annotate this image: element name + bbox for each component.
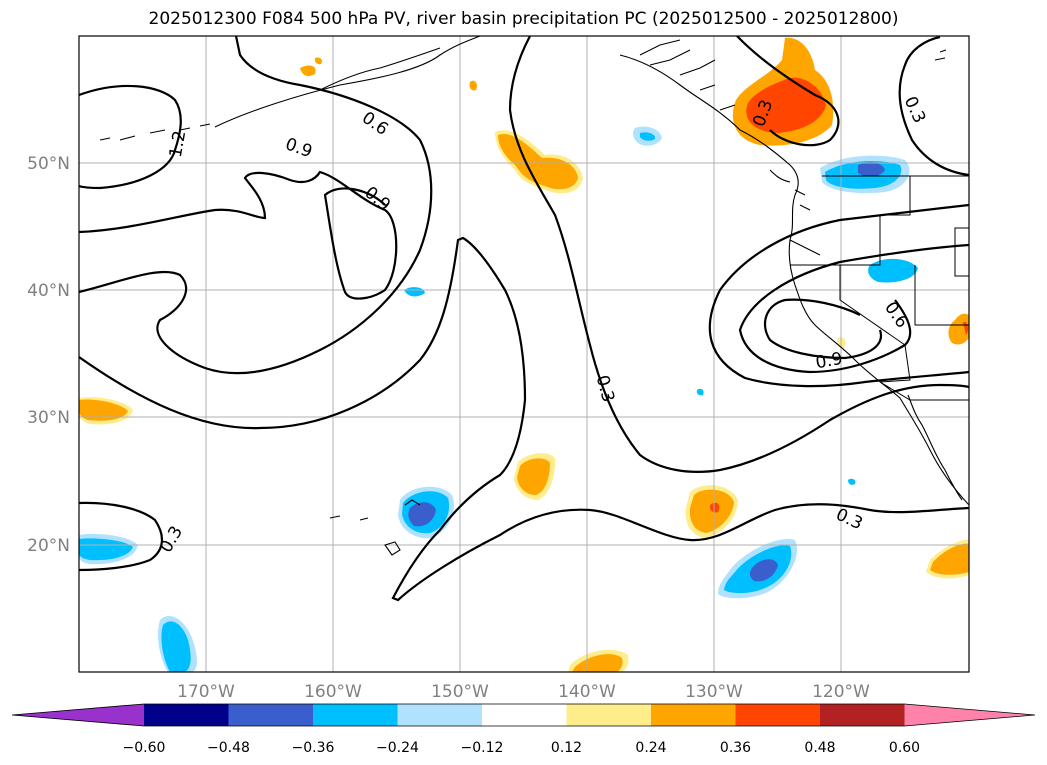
colorbar-tick-label: −0.60 (123, 740, 166, 756)
lat-label: 20°N (27, 536, 70, 556)
colorbar-tick-label: 0.24 (635, 740, 666, 756)
colorbar-segment (228, 704, 313, 726)
colorbar-tick-label: −0.36 (292, 740, 335, 756)
colorbar-tick-label: −0.48 (207, 740, 250, 756)
coastlines (99, 36, 969, 556)
contour-label: 1.2 (166, 129, 190, 159)
colorbar-tick-label: 0.60 (889, 740, 920, 756)
colorbar (11, 703, 1036, 727)
lon-label: 140°W (558, 682, 616, 702)
colorbar-segment (397, 704, 482, 726)
lon-label: 130°W (685, 682, 743, 702)
colorbar-segment (820, 704, 905, 726)
colorbar-tick-label: 0.48 (804, 740, 835, 756)
map-title: 2025012300 F084 500 hPa PV, river basin … (148, 9, 899, 29)
lon-label: 160°W (304, 682, 362, 702)
lon-label: 170°W (177, 682, 235, 702)
colorbar-segment (482, 704, 567, 726)
colorbar-segment (144, 704, 229, 726)
lat-label: 50°N (27, 154, 70, 174)
map-panel: 1.2 0.9 0.6 0.9 0.3 0.3 0.6 0.9 0.3 0.3 … (79, 36, 969, 672)
longitude-labels: 170°W 160°W 150°W 140°W 130°W 120°W (177, 682, 870, 702)
colorbar-tick-labels: −0.60 −0.48 −0.36 −0.24 −0.12 0.12 0.24 … (123, 740, 921, 756)
lon-label: 150°W (431, 682, 489, 702)
gridlines (79, 36, 969, 672)
lat-label: 40°N (27, 281, 70, 301)
colorbar-tick-label: 0.12 (551, 740, 582, 756)
map-frame (78, 35, 970, 673)
lon-label: 120°W (812, 682, 870, 702)
precip-shading (79, 37, 969, 672)
colorbar-high-extension (904, 704, 1035, 726)
colorbar-tick-label: −0.12 (461, 740, 504, 756)
colorbar-low-extension (12, 704, 144, 726)
colorbar-tick-label: −0.24 (376, 740, 419, 756)
colorbar-segment (651, 704, 736, 726)
colorbar-segment (735, 704, 820, 726)
lat-label: 30°N (27, 408, 70, 428)
latitude-labels: 50°N 40°N 30°N 20°N (27, 154, 70, 556)
pv-contours (79, 36, 969, 602)
colorbar-segment (313, 704, 398, 726)
colorbar-segment (566, 704, 651, 726)
contour-label: 0.9 (814, 349, 844, 373)
colorbar-tick-label: 0.36 (720, 740, 751, 756)
